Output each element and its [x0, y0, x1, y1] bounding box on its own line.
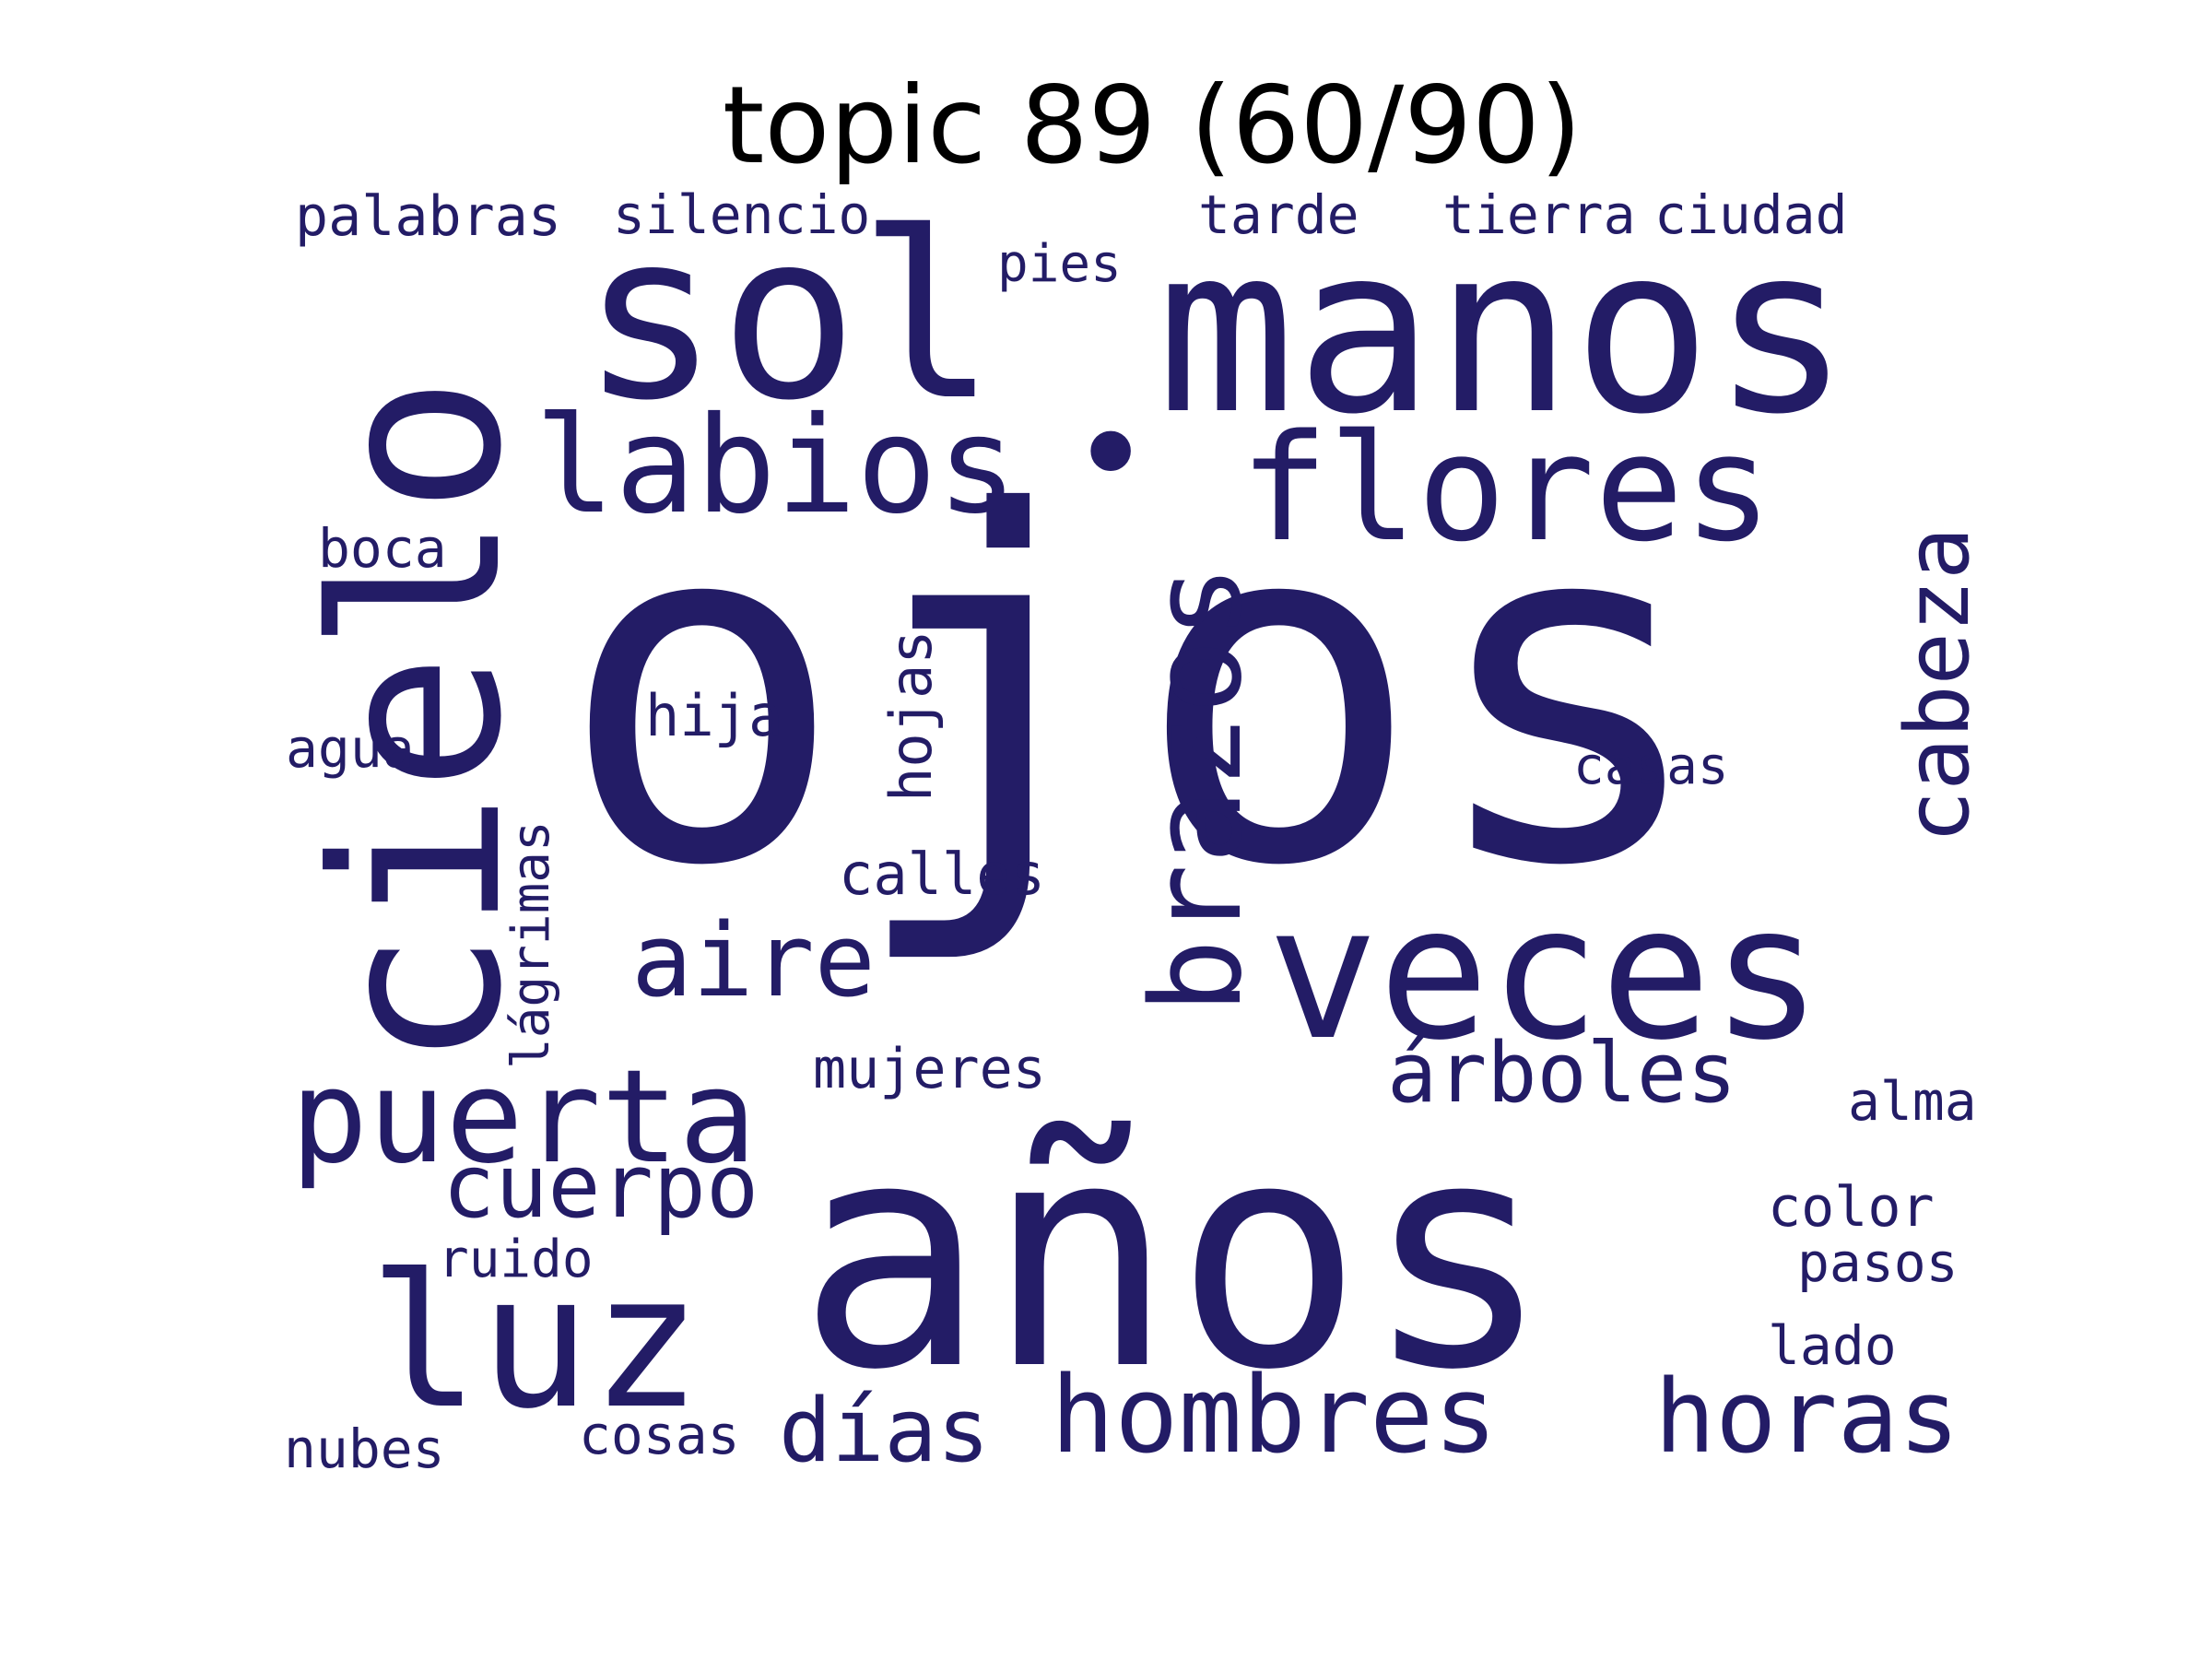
- word-labios: labios: [535, 388, 1018, 544]
- word-lado: lado: [1768, 1314, 1897, 1377]
- word-ciudad: ciudad: [1654, 183, 1848, 246]
- word-días: días: [779, 1381, 990, 1482]
- word-árboles: árboles: [1387, 1025, 1736, 1122]
- word-alma: alma: [1848, 1070, 1977, 1133]
- word-color: color: [1768, 1175, 1935, 1240]
- word-ruido: ruido: [438, 1230, 594, 1289]
- word-ojos: ojos: [558, 412, 1712, 971]
- word-flores: flores: [1240, 402, 1772, 574]
- word-años: años: [797, 1074, 1552, 1439]
- page-title: topic 89 (60/90): [723, 64, 1582, 188]
- word-silencio: silencio: [613, 183, 870, 246]
- word-boca: boca: [318, 517, 447, 580]
- word-bullet: •: [1069, 375, 1152, 535]
- word-agua: agua: [286, 717, 415, 780]
- word-hija: hija: [645, 682, 782, 749]
- word-horas: horas: [1654, 1358, 1959, 1476]
- word-lágrimas: lágrimas: [501, 820, 561, 1069]
- word-cosas: cosas: [579, 1404, 740, 1466]
- word-hojas: hojas: [877, 629, 945, 802]
- word-cielo: cielo: [284, 375, 552, 1069]
- word-casas: casas: [1573, 736, 1729, 796]
- word-nubes: nubes: [284, 1418, 445, 1480]
- word-manos: manos: [1157, 196, 1851, 465]
- word-pasos: pasos: [1797, 1231, 1959, 1294]
- word-calles: calles: [839, 841, 1045, 908]
- word-cuerpo: cuerpo: [442, 1136, 759, 1238]
- word-hombres: hombres: [1051, 1354, 1498, 1477]
- word-mujeres: mujeres: [813, 1037, 1046, 1101]
- word-tierra: tierra: [1442, 183, 1636, 246]
- word-pies: pies: [997, 234, 1122, 294]
- word-luz: luz: [369, 1235, 701, 1450]
- word-cabeza: cabeza: [1888, 527, 1989, 843]
- word-puerta: puerta: [290, 1042, 757, 1193]
- word-veces: veces: [1267, 866, 1822, 1081]
- word-brazos: brazos: [1124, 564, 1269, 1014]
- word-sol: sol: [581, 182, 997, 451]
- word-aire: aire: [631, 901, 876, 1019]
- word-tarde: tarde: [1198, 183, 1359, 246]
- word-palabras: palabras: [295, 184, 561, 249]
